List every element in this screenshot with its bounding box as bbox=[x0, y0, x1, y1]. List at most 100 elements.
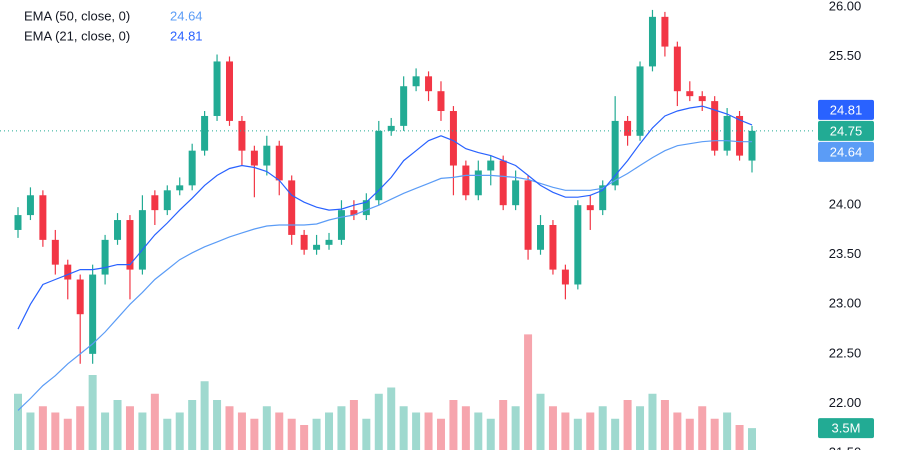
candle-body bbox=[325, 239, 333, 245]
volume-bar bbox=[113, 400, 122, 450]
candle-body bbox=[673, 46, 681, 92]
volume-bar bbox=[449, 400, 458, 450]
volume-bar bbox=[225, 406, 234, 450]
volume-bar bbox=[461, 406, 470, 450]
volume-bar bbox=[611, 418, 620, 450]
volume-bar bbox=[412, 412, 421, 450]
candle-body bbox=[313, 244, 321, 250]
volume-bar bbox=[511, 406, 520, 450]
volume-bar bbox=[474, 412, 483, 450]
candle-body bbox=[14, 215, 22, 230]
price-badge bbox=[818, 141, 874, 162]
volume-bar bbox=[26, 412, 35, 450]
volume-bar bbox=[660, 400, 669, 450]
candle-body bbox=[711, 101, 719, 151]
volume-bar bbox=[399, 406, 408, 450]
volume-bar bbox=[312, 418, 321, 450]
candle-body bbox=[64, 264, 72, 280]
legend-value: 24.64 bbox=[170, 8, 203, 23]
candle-body bbox=[350, 210, 358, 216]
candle-body bbox=[375, 130, 383, 201]
volume-bar bbox=[598, 406, 607, 450]
candle-body bbox=[537, 225, 545, 250]
volume-bar bbox=[188, 400, 197, 450]
volume-bar bbox=[76, 406, 85, 450]
candle-body bbox=[561, 269, 569, 285]
volume-bar bbox=[262, 406, 271, 450]
candle-body bbox=[449, 111, 457, 166]
candle-body bbox=[300, 234, 308, 250]
y-tick-label: 24.00 bbox=[829, 197, 862, 212]
candle-body bbox=[238, 120, 246, 151]
volume-layer bbox=[14, 334, 756, 450]
volume-bar bbox=[673, 412, 682, 450]
volume-bar bbox=[175, 412, 184, 450]
volume-bar bbox=[536, 393, 545, 450]
candle-body bbox=[138, 210, 146, 270]
candle-body bbox=[599, 185, 607, 211]
volume-bar bbox=[561, 412, 570, 450]
volume-bar bbox=[648, 393, 657, 450]
candle-body bbox=[288, 180, 296, 235]
candle-body bbox=[176, 185, 184, 191]
legend-name: EMA (50, close, 0) bbox=[24, 8, 130, 23]
y-tick-label: 23.00 bbox=[829, 296, 862, 311]
volume-bar bbox=[349, 400, 358, 450]
volume-bar bbox=[735, 425, 744, 450]
volume-bar bbox=[88, 375, 97, 450]
candle-body bbox=[126, 220, 134, 270]
volume-bar bbox=[287, 418, 296, 450]
volume-bar bbox=[499, 400, 508, 450]
candle-body bbox=[524, 180, 532, 250]
candle-body bbox=[225, 61, 233, 121]
volume-bar bbox=[424, 412, 433, 450]
volume-bar bbox=[586, 412, 595, 450]
legend-value: 24.81 bbox=[170, 28, 203, 43]
candle-body bbox=[114, 220, 122, 240]
candle-body bbox=[686, 91, 694, 97]
volume-bar bbox=[200, 381, 209, 450]
volume-bar bbox=[636, 406, 645, 450]
candle-body bbox=[474, 170, 482, 196]
volume-bar bbox=[150, 393, 159, 450]
volume-bar bbox=[337, 406, 346, 450]
volume-bar bbox=[374, 393, 383, 450]
price-badge-label: 24.64 bbox=[830, 144, 863, 159]
legend: EMA (50, close, 0) 24.64 EMA (21, close, 0… bbox=[24, 8, 203, 43]
y-tick-label: 26.00 bbox=[829, 0, 862, 13]
candle-body bbox=[39, 195, 47, 240]
candle-body bbox=[188, 150, 196, 186]
candle-body bbox=[586, 205, 594, 211]
candle-body bbox=[624, 120, 632, 136]
volume-bar bbox=[250, 418, 259, 450]
volume-bar bbox=[723, 412, 732, 450]
candle-body bbox=[425, 76, 433, 92]
volume-badge bbox=[818, 418, 874, 439]
volume-bar bbox=[51, 412, 60, 450]
candle-body bbox=[661, 16, 669, 47]
ema-line bbox=[17, 105, 753, 330]
volume-bar bbox=[138, 412, 147, 450]
candle-body bbox=[412, 76, 420, 87]
volume-bar bbox=[573, 418, 582, 450]
candle-body bbox=[387, 125, 395, 131]
volume-bar bbox=[38, 406, 47, 450]
candle-body bbox=[437, 91, 445, 112]
candle-body bbox=[487, 160, 495, 171]
volume-bar bbox=[125, 406, 134, 450]
y-tick-label: 22.00 bbox=[829, 395, 862, 410]
price-badge bbox=[818, 99, 874, 120]
candle-body bbox=[263, 145, 271, 166]
candle-body bbox=[163, 190, 171, 211]
candle-body bbox=[698, 96, 706, 102]
price-axis: 26.00 25.50 24.00 23.50 23.00 22.50 22.00 21.50… bbox=[0, 0, 874, 450]
candle-body bbox=[574, 205, 582, 285]
ema-line bbox=[17, 140, 752, 411]
volume-bar bbox=[362, 418, 371, 450]
price-badge-label: 24.81 bbox=[830, 102, 863, 117]
candle-body bbox=[462, 165, 470, 196]
candle-body bbox=[337, 210, 345, 240]
volume-bar bbox=[524, 334, 533, 450]
price-badge-label: 24.75 bbox=[830, 123, 863, 138]
candle-body bbox=[499, 160, 507, 206]
